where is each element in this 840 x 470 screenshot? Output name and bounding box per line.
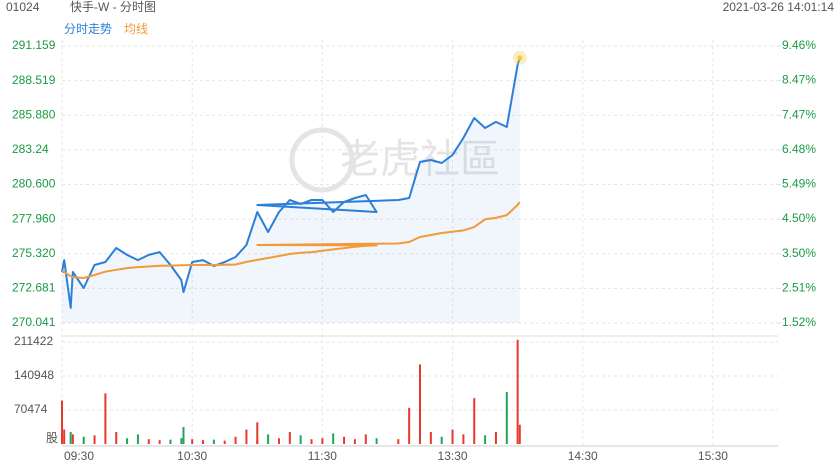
y2-tick-label: 2.51%	[782, 281, 816, 295]
y2-tick-label: 4.50%	[782, 211, 816, 225]
y-tick-label: 280.600	[12, 177, 56, 191]
volume-tick-label: 211422	[14, 334, 53, 348]
volume-bar	[267, 434, 270, 444]
volume-bar	[158, 440, 161, 444]
volume-bar	[182, 427, 185, 444]
datetime: 2021-03-26 14:01:14	[723, 0, 835, 14]
volume-bar	[440, 436, 443, 444]
volume-bar	[126, 438, 129, 444]
volume-bar	[397, 439, 400, 444]
volume-bar	[299, 435, 302, 444]
volume-bar	[288, 431, 291, 444]
y-tick-label: 283.24	[12, 142, 49, 156]
volume-bar	[115, 431, 118, 444]
volume-bar	[212, 439, 215, 444]
volume-bar	[202, 440, 205, 444]
volume-bar	[494, 431, 497, 444]
volume-bar	[256, 422, 259, 444]
y2-tick-label: 3.50%	[782, 246, 816, 260]
stock-title: 快手-W - 分时图	[70, 0, 156, 14]
volume-bar	[408, 407, 411, 444]
volume-bar	[518, 424, 521, 444]
volume-bar	[332, 433, 335, 444]
price-line	[61, 57, 521, 309]
volume-bar	[343, 436, 346, 444]
volume-tick-label: 140948	[14, 368, 54, 382]
x-tick-label: 14:30	[568, 449, 598, 463]
y2-tick-label: 5.49%	[782, 177, 816, 191]
volume-bar	[429, 431, 432, 444]
volume-bar	[462, 434, 465, 444]
y-tick-label: 277.960	[12, 211, 56, 225]
x-tick-label: 13:30	[438, 449, 468, 463]
volume-bar	[473, 398, 476, 444]
volume-tick-label: 70474	[14, 402, 48, 416]
volume-bar	[364, 434, 367, 444]
y-tick-label: 270.041	[12, 315, 56, 329]
volume-bar	[516, 339, 519, 444]
x-tick-label: 10:30	[177, 449, 207, 463]
volume-bar	[169, 439, 172, 444]
y-tick-label: 288.519	[12, 73, 56, 87]
volume-bar	[505, 391, 508, 444]
volume-bar	[61, 400, 63, 444]
volume-bar	[71, 434, 74, 444]
price-line	[62, 201, 521, 279]
y-tick-label: 275.320	[12, 246, 56, 260]
y2-tick-label: 7.47%	[782, 108, 816, 122]
volume-bar	[353, 439, 356, 444]
volume-bar	[136, 434, 139, 444]
volume-bar	[234, 436, 237, 444]
y2-tick-label: 1.52%	[782, 315, 816, 329]
last-point	[517, 55, 523, 61]
volume-bar	[63, 429, 66, 444]
volume-bar	[82, 436, 85, 444]
legend-entry: 均线	[124, 22, 148, 36]
x-tick-label: 15:30	[698, 449, 728, 463]
y-tick-label: 291.159	[12, 38, 56, 52]
volume-bar	[375, 438, 378, 444]
volume-bar	[69, 431, 72, 444]
volume-bar	[147, 439, 150, 444]
y2-tick-label: 6.48%	[782, 142, 816, 156]
stock-code: 01024	[6, 0, 40, 14]
volume-bar	[223, 440, 226, 444]
volume-bar	[180, 438, 183, 444]
y2-tick-label: 9.46%	[782, 38, 816, 52]
volume-bar	[451, 429, 454, 444]
y2-tick-label: 8.47%	[782, 73, 816, 87]
volume-bar	[321, 438, 324, 444]
volume-bar	[93, 435, 96, 444]
y-tick-label: 272.681	[12, 281, 56, 295]
volume-bar	[191, 439, 194, 444]
x-tick-label: 09:30	[64, 449, 94, 463]
y-tick-label: 285.880	[12, 107, 56, 121]
volume-bar	[310, 439, 313, 444]
volume-bar	[256, 440, 259, 444]
volume-bar	[245, 429, 248, 444]
watermark: 老虎社區	[340, 138, 500, 182]
x-tick-label: 11:30	[308, 449, 337, 463]
legend-entry: 分时走势	[64, 22, 112, 36]
volume-bar	[104, 393, 107, 444]
volume-bar	[277, 438, 280, 444]
volume-bar	[419, 364, 421, 444]
volume-unit: 股	[46, 431, 58, 445]
volume-bar	[484, 435, 487, 444]
area-fill	[62, 57, 520, 324]
